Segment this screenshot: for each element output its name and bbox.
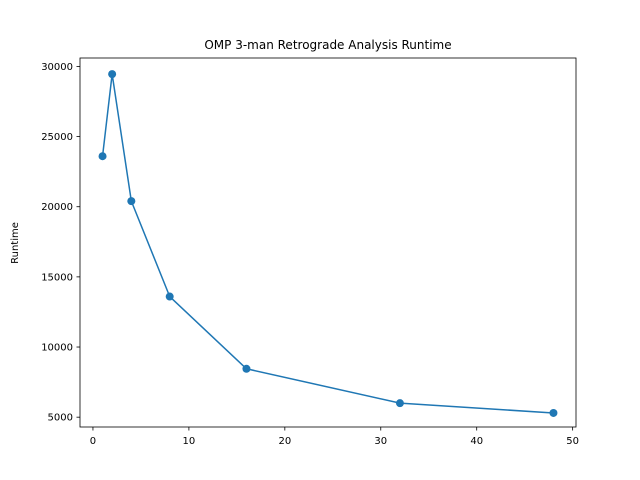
- data-point: [395, 399, 404, 408]
- y-axis-label: Runtime: [10, 222, 21, 264]
- data-point: [549, 408, 558, 417]
- x-tick-label: 20: [278, 436, 291, 447]
- data-point: [242, 364, 251, 373]
- plot-area: 0 10 20 30 40 50 5000 10000 15000 20000 25000 30000: [41, 57, 579, 447]
- axes-frame: [79, 57, 577, 428]
- data-point: [127, 197, 136, 206]
- x-tick-label: 50: [566, 436, 579, 447]
- chart-title: OMP 3-man Retrograde Analysis Runtime: [204, 38, 451, 52]
- x-tick-label: 10: [183, 436, 196, 447]
- y-tick-label: 30000: [41, 62, 73, 73]
- x-tick-label: 40: [470, 436, 483, 447]
- data-point: [98, 152, 107, 161]
- y-tick-label: 15000: [41, 272, 73, 283]
- x-tick-label: 0: [90, 436, 96, 447]
- data-point: [165, 292, 174, 301]
- y-tick-label: 5000: [48, 413, 73, 424]
- y-tick-label: 20000: [41, 202, 73, 213]
- x-tick-label: 30: [374, 436, 387, 447]
- y-tick-label: 25000: [41, 132, 73, 143]
- y-tick-label: 10000: [41, 343, 73, 354]
- data-point: [108, 70, 117, 79]
